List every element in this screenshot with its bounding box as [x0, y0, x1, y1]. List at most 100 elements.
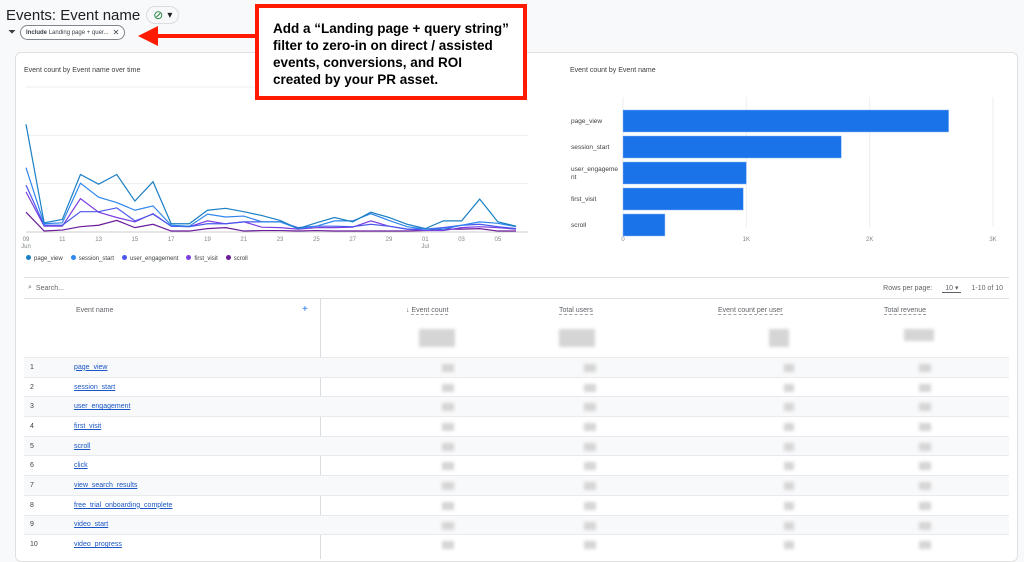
bar-page_view[interactable]: [622, 109, 949, 133]
legend-label: user_engagement: [130, 256, 179, 262]
col-event-count-per-user[interactable]: Event count per user: [718, 307, 783, 315]
legend-dot: [186, 255, 192, 260]
col-total-users[interactable]: Total users: [559, 307, 593, 315]
x-tick-label: 01: [422, 237, 429, 243]
col-total-revenue[interactable]: Total revenue: [884, 307, 927, 315]
event-name-link[interactable]: page_view: [74, 363, 108, 371]
table-row: 3 user_engagement: [24, 396, 1009, 417]
close-icon[interactable]: ✕: [112, 28, 120, 37]
row-number: 8: [30, 501, 34, 509]
chevron-down-icon: ▾: [167, 9, 173, 21]
bar-session_start[interactable]: [622, 135, 842, 159]
line-chart-legend: page_view session_start user_engagement fir…: [26, 255, 248, 262]
legend-item[interactable]: page_view: [26, 255, 63, 262]
bar-first_visit[interactable]: [622, 187, 744, 211]
add-dimension-button[interactable]: +: [302, 304, 308, 315]
column-divider: [320, 299, 321, 559]
category-label: page_view: [571, 118, 602, 125]
x-tick-label: 27: [349, 237, 356, 243]
row-number: 6: [30, 462, 34, 470]
x-tick-sublabel: Jun: [21, 244, 31, 250]
series-line-page_view: [25, 124, 517, 230]
table-toolbar: ⌕ Search... Rows per page: 10 ▾ 1-10 of 10: [24, 277, 1009, 299]
report-card: Event count by Event name over time 09 Ju…: [15, 52, 1018, 562]
search-input[interactable]: Search...: [35, 284, 64, 292]
row-number: 7: [30, 481, 34, 489]
x-tick-label: 23: [277, 237, 284, 243]
filter-row: ⏷ Include Landing page + quer... ✕: [8, 25, 126, 40]
filter-chip[interactable]: Include Landing page + quer... ✕: [20, 25, 126, 40]
bar-user_engagement[interactable]: [622, 161, 747, 185]
legend-item[interactable]: first_visit: [186, 255, 218, 262]
table-row: 4 first_visit: [24, 416, 1009, 436]
table-body: 1 page_view 2 session_start 3 user_engageme…: [24, 357, 1009, 554]
x-tick-label: 29: [386, 237, 393, 243]
category-label: first_visit: [571, 196, 596, 203]
bar-scroll[interactable]: [622, 213, 666, 237]
legend-label: page_view: [34, 256, 63, 262]
rows-per-page-select[interactable]: 10 ▾: [942, 284, 962, 293]
event-name-link[interactable]: first_visit: [74, 422, 102, 430]
event-name-link[interactable]: video_progress: [74, 541, 122, 549]
table-row: 1 page_view: [24, 357, 1009, 377]
x-tick-label: 17: [168, 237, 175, 243]
table-row: 10 video_progress: [24, 534, 1009, 554]
x-tick-label: 19: [204, 237, 211, 243]
x-tick-label: 03: [458, 237, 465, 243]
row-number: 10: [30, 541, 38, 549]
legend-item[interactable]: user_engagement: [122, 255, 178, 262]
series-line-scroll: [25, 211, 516, 232]
pagination-text: 1-10 of 10: [971, 284, 1003, 292]
x-tick-label: 21: [240, 237, 247, 243]
category-label: user_engageme: [571, 166, 618, 173]
row-number: 1: [30, 363, 34, 371]
bar-chart: 0 1K 2K 3K page_view session_start user_engage…: [571, 97, 997, 243]
event-name-link[interactable]: video_start: [74, 521, 109, 529]
series-line-session_start: [25, 167, 517, 230]
event-name-link[interactable]: view_search_results: [74, 481, 138, 489]
table-row: 8 free_trial_onboarding_complete: [24, 494, 1009, 515]
x-tick-label: 05: [495, 237, 502, 243]
legend-item[interactable]: scroll: [225, 255, 248, 262]
event-name-link[interactable]: free_trial_onboarding_complete: [74, 501, 173, 509]
col-event-count[interactable]: ↓ Event count: [406, 307, 449, 315]
event-name-link[interactable]: user_engagement: [74, 403, 131, 411]
row-number: 5: [30, 442, 34, 450]
filter-include-label: Include: [26, 29, 48, 36]
row-number: 2: [30, 383, 34, 391]
category-label: session_start: [571, 144, 609, 151]
category-label: scroll: [571, 222, 587, 229]
table-row: 6 click: [24, 455, 1009, 475]
x-tick-label: 1K: [743, 237, 750, 243]
arrow-icon: [138, 26, 256, 46]
table-header: Event name + ↓ Event count Total users E…: [24, 299, 1009, 357]
event-name-link[interactable]: click: [74, 462, 88, 470]
status-dropdown[interactable]: ⊘ ▾: [146, 6, 180, 24]
series-line-user_engagement: [25, 184, 517, 230]
row-number: 9: [30, 521, 34, 529]
legend-dot: [122, 255, 128, 260]
row-number: 4: [30, 422, 34, 430]
legend-item[interactable]: session_start: [70, 255, 114, 262]
legend-dot: [225, 255, 231, 260]
legend-dot: [26, 255, 31, 260]
x-tick-label: 13: [95, 237, 102, 243]
page-title: Events: Event name ⊘ ▾: [6, 6, 180, 24]
x-tick-label: 2K: [866, 237, 873, 243]
table-row: 5 scroll: [24, 435, 1009, 456]
category-label-cont: nt: [571, 174, 577, 181]
col-event-name[interactable]: Event name: [76, 307, 114, 314]
x-tick-label: 15: [132, 237, 139, 243]
line-chart-title: Event count by Event name over time: [24, 67, 141, 74]
table-row: 7 view_search_results: [24, 475, 1009, 495]
x-tick-label: 09: [23, 237, 30, 243]
legend-label: first_visit: [194, 256, 218, 262]
event-name-link[interactable]: scroll: [74, 442, 91, 450]
rows-per-page-label: Rows per page:: [883, 284, 933, 292]
event-name-link[interactable]: session_start: [74, 383, 116, 391]
table-row: 2 session_start: [24, 376, 1009, 397]
x-tick-label: 0: [621, 237, 625, 243]
annotation-callout: Add a “Landing page + query string” filt…: [255, 4, 527, 100]
x-tick-label: 3K: [989, 237, 996, 243]
